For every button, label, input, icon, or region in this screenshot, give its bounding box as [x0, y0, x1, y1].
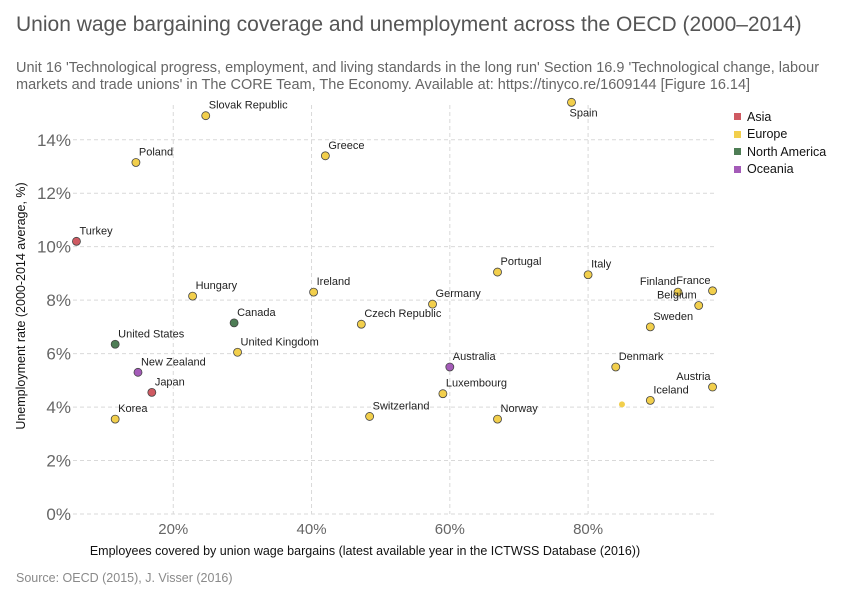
data-point	[567, 97, 576, 107]
data-point	[611, 362, 621, 372]
y-axis-label: Unemployment rate (2000-2014 average, %)	[14, 182, 28, 429]
legend-item-north-america[interactable]: North America	[734, 143, 826, 161]
legend-swatch-oceania	[734, 165, 741, 173]
data-point	[229, 318, 239, 328]
legend-label: North America	[747, 144, 827, 159]
data-point	[320, 151, 330, 161]
point-label: New Zealand	[141, 356, 206, 368]
point-label: Finland	[640, 276, 676, 288]
data-point	[110, 339, 120, 349]
legend-swatch-asia	[734, 113, 741, 121]
point-label: Luxembourg	[446, 378, 507, 390]
data-point	[438, 389, 448, 399]
data-point	[365, 412, 375, 421]
legend-item-europe[interactable]: Europe	[734, 126, 826, 144]
point-label: Czech Republic	[364, 308, 442, 320]
point-label: United States	[118, 328, 185, 340]
y-tick-label: 12%	[37, 184, 71, 203]
legend-swatch-north-america	[734, 148, 741, 156]
point-label: Canada	[237, 307, 276, 319]
point-label: Belgium	[657, 289, 697, 301]
x-axis-label: Employees covered by union wage bargains…	[90, 544, 640, 558]
y-tick-label: 2%	[46, 452, 71, 471]
point-label: Poland	[139, 146, 173, 158]
x-tick-label: 40%	[297, 521, 327, 538]
legend-label: Oceania	[747, 162, 794, 177]
data-points	[72, 97, 717, 424]
point-label: Australia	[453, 351, 497, 363]
point-label: Italy	[591, 259, 612, 271]
legend-label: Europe	[747, 127, 788, 142]
axes: 0% 2% 4% 6% 8% 10% 12% 14% 20% 40% 60% 80%	[37, 131, 603, 538]
x-tick-label: 20%	[158, 521, 188, 538]
point-label: Spain	[569, 107, 597, 119]
legend-item-asia[interactable]: Asia	[734, 108, 826, 126]
x-tick-label: 60%	[435, 521, 465, 538]
x-tick-label: 80%	[573, 521, 603, 538]
data-point	[645, 395, 655, 405]
y-tick-label: 10%	[37, 238, 71, 257]
y-tick-label: 6%	[46, 345, 71, 364]
point-label: Norway	[501, 403, 539, 415]
data-point	[445, 362, 455, 372]
data-point	[708, 286, 717, 296]
data-point	[493, 267, 502, 277]
data-point	[694, 301, 704, 310]
data-point	[233, 347, 242, 357]
data-point	[133, 367, 143, 377]
point-label: Slovak Republic	[209, 100, 288, 112]
data-point	[147, 387, 157, 397]
source-note: Source: OECD (2015), J. Visser (2016)	[16, 571, 233, 585]
point-label: Hungary	[196, 280, 238, 292]
point-label: Austria	[676, 371, 711, 383]
data-point	[188, 291, 198, 301]
data-point	[583, 270, 593, 280]
legend-swatch-europe	[734, 130, 741, 138]
y-tick-label: 0%	[46, 505, 71, 524]
data-point	[428, 299, 437, 309]
legend-label: Asia	[747, 109, 772, 124]
point-label: Germany	[436, 288, 482, 300]
point-labels: Turkey Japan Slovak Republic Poland Greece Sp…	[79, 100, 711, 415]
grid-lines	[73, 105, 716, 515]
point-label: Ireland	[317, 276, 351, 288]
data-point	[673, 287, 683, 297]
point-label: France	[676, 275, 710, 287]
y-tick-label: 8%	[46, 291, 71, 310]
data-point	[645, 322, 655, 332]
point-label: Switzerland	[373, 400, 430, 412]
chart-title: Union wage bargaining coverage and unemp…	[16, 13, 802, 36]
point-label: Denmark	[619, 351, 664, 363]
data-point	[618, 401, 625, 408]
chart-subtitle: Unit 16 'Technological progress, employm…	[16, 60, 820, 93]
y-tick-label: 14%	[37, 131, 71, 150]
point-label: Portugal	[501, 256, 542, 268]
y-tick-label: 4%	[46, 398, 71, 417]
point-label: Greece	[328, 140, 364, 152]
data-point	[493, 414, 502, 424]
point-label: Iceland	[653, 384, 688, 396]
data-point	[708, 382, 717, 392]
data-point	[131, 158, 141, 167]
point-label: Japan	[155, 376, 185, 388]
data-point	[356, 319, 366, 329]
legend: Asia Europe North America Oceania	[734, 108, 826, 178]
data-point	[110, 414, 120, 424]
data-point	[72, 236, 81, 246]
point-label: Korea	[118, 403, 148, 415]
data-point	[201, 111, 211, 121]
point-label: United Kingdom	[241, 336, 319, 348]
point-label: Sweden	[653, 311, 693, 323]
data-point	[309, 287, 319, 297]
legend-item-oceania[interactable]: Oceania	[734, 161, 826, 179]
point-label: Turkey	[79, 225, 113, 237]
